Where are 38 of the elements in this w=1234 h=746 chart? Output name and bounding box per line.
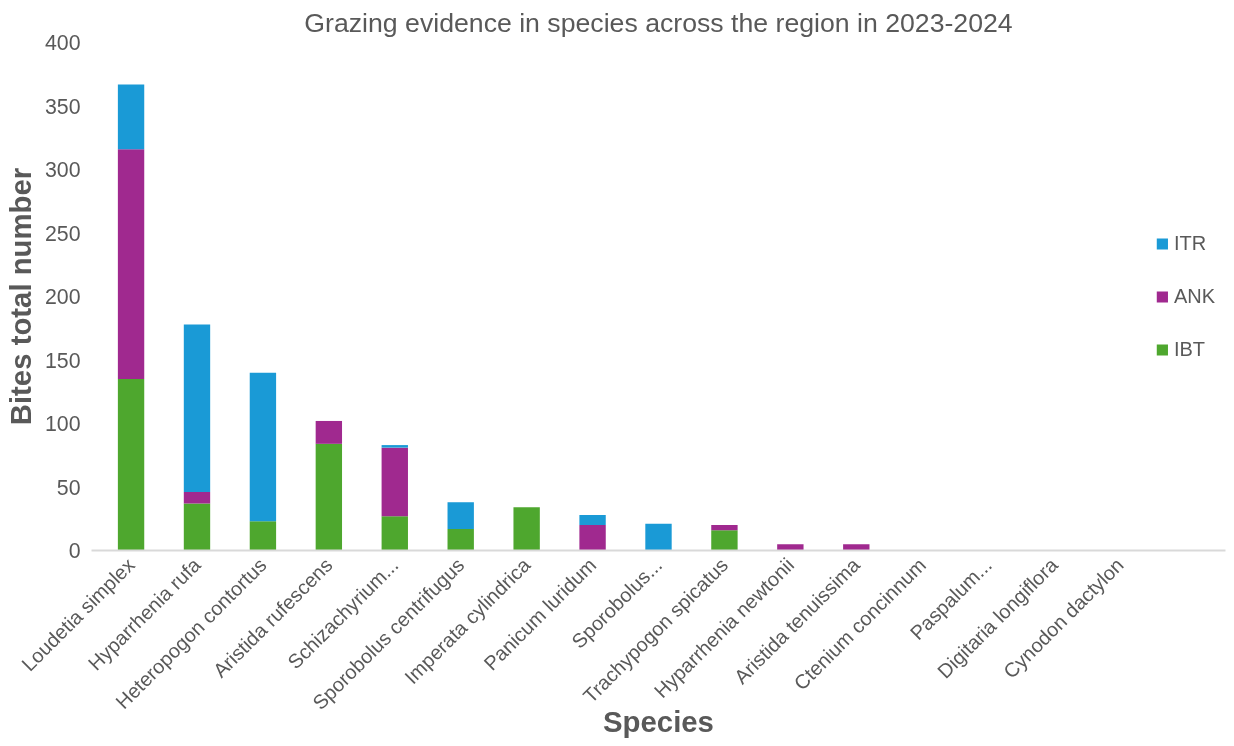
y-tick-label: 250 — [44, 221, 81, 246]
y-tick-label: 100 — [44, 412, 81, 436]
chart-title: Grazing evidence in species across the region in 2023-2024 — [304, 7, 1013, 38]
bar — [117, 149, 145, 380]
x-axis-title: Species — [603, 704, 714, 738]
bar — [579, 525, 606, 551]
bar — [777, 544, 804, 551]
bar — [381, 445, 408, 448]
bar — [183, 324, 211, 493]
y-tick-label: 200 — [44, 285, 81, 309]
bar — [183, 503, 211, 551]
bar — [645, 523, 672, 551]
bar — [513, 507, 540, 551]
bar — [447, 528, 474, 551]
legend-label: ANK — [1173, 284, 1215, 308]
y-tick-label: 350 — [44, 94, 81, 119]
y-tick-label: 50 — [56, 475, 81, 500]
y-tick-label: 0 — [68, 539, 81, 563]
bar — [843, 544, 870, 551]
bar — [711, 525, 738, 531]
bar — [315, 443, 343, 551]
bar — [381, 516, 408, 551]
y-tick-label: 300 — [44, 158, 81, 182]
bar — [315, 420, 343, 444]
legend-label: IBT — [1173, 337, 1205, 361]
bar — [249, 521, 277, 551]
bar — [117, 84, 145, 150]
y-tick-label: 150 — [44, 348, 81, 373]
bar — [447, 502, 474, 529]
bar — [381, 447, 408, 517]
bar — [579, 514, 606, 526]
bar — [711, 530, 738, 551]
bar — [117, 379, 145, 551]
bar — [249, 372, 277, 522]
y-tick-label: 400 — [44, 31, 81, 55]
y-axis-title: Bites total number — [3, 167, 37, 426]
legend-label: ITR — [1173, 231, 1207, 255]
bar — [183, 492, 211, 504]
